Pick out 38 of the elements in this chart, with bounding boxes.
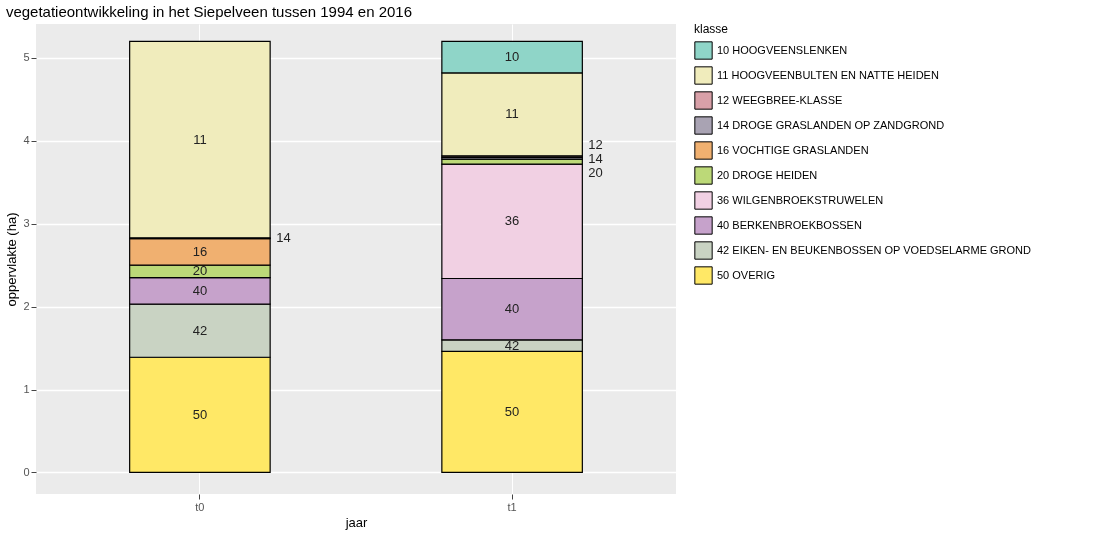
y-tick-label: 2 (23, 300, 30, 313)
y-tick-label: 4 (23, 134, 30, 147)
legend-label: 14 DROGE GRASLANDEN OP ZANDGROND (717, 118, 945, 131)
y-tick-label: 3 (23, 217, 30, 230)
legend-label: 42 EIKEN- EN BEUKENBOSSEN OP VOEDSELARME GROND (717, 243, 1032, 256)
annotation: 20 (588, 164, 603, 180)
annotation: 16 (192, 243, 208, 259)
annotation: 50 (192, 406, 208, 422)
annotation: 12 (588, 136, 603, 152)
legend-label: 40 BERKENBROEKBOSSEN (717, 218, 862, 231)
legend-title: klasse (694, 22, 729, 36)
y-tick-label: 0 (23, 465, 30, 478)
x-tick-label: t0 (195, 500, 205, 513)
chart-title: vegetatieontwikkeling in het Siepelveen tussen 1994 en 2016 (5, 3, 413, 20)
x-tick-label: t1 (507, 500, 517, 513)
annotation: 11 (193, 131, 207, 147)
legend-label: 12 WEEGBREE-KLASSE (717, 93, 843, 106)
legend-label: 20 DROGE HEIDEN (717, 168, 818, 181)
annotation: 11 (505, 106, 519, 122)
annotation: 14 (588, 150, 603, 166)
annotation: 14 (276, 230, 291, 246)
legend-label: 50 OVERIG (717, 268, 776, 281)
annotation: 42 (504, 337, 520, 353)
annotation: 40 (192, 282, 208, 298)
annotation: 36 (504, 213, 520, 229)
annotation: 10 (504, 49, 520, 65)
y-tick-label: 5 (23, 51, 30, 64)
x-axis-title: jaar (344, 514, 368, 530)
annotation: 42 (192, 322, 208, 338)
y-tick-label: 1 (23, 383, 30, 396)
legend-label: 10 HOOGVEENSLENKEN (717, 43, 848, 56)
annotation: 40 (504, 301, 520, 317)
annotation: 20 (192, 263, 208, 279)
legend-label: 16 VOCHTIGE GRASLANDEN (717, 143, 869, 156)
legend-label: 11 HOOGVEENBULTEN EN NATTE HEIDEN (717, 68, 939, 81)
legend-label: 36 WILGENBROEKSTRUWELEN (717, 193, 884, 206)
annotation: 50 (504, 403, 520, 419)
y-axis-title: oppervlakte (ha) (4, 212, 20, 307)
